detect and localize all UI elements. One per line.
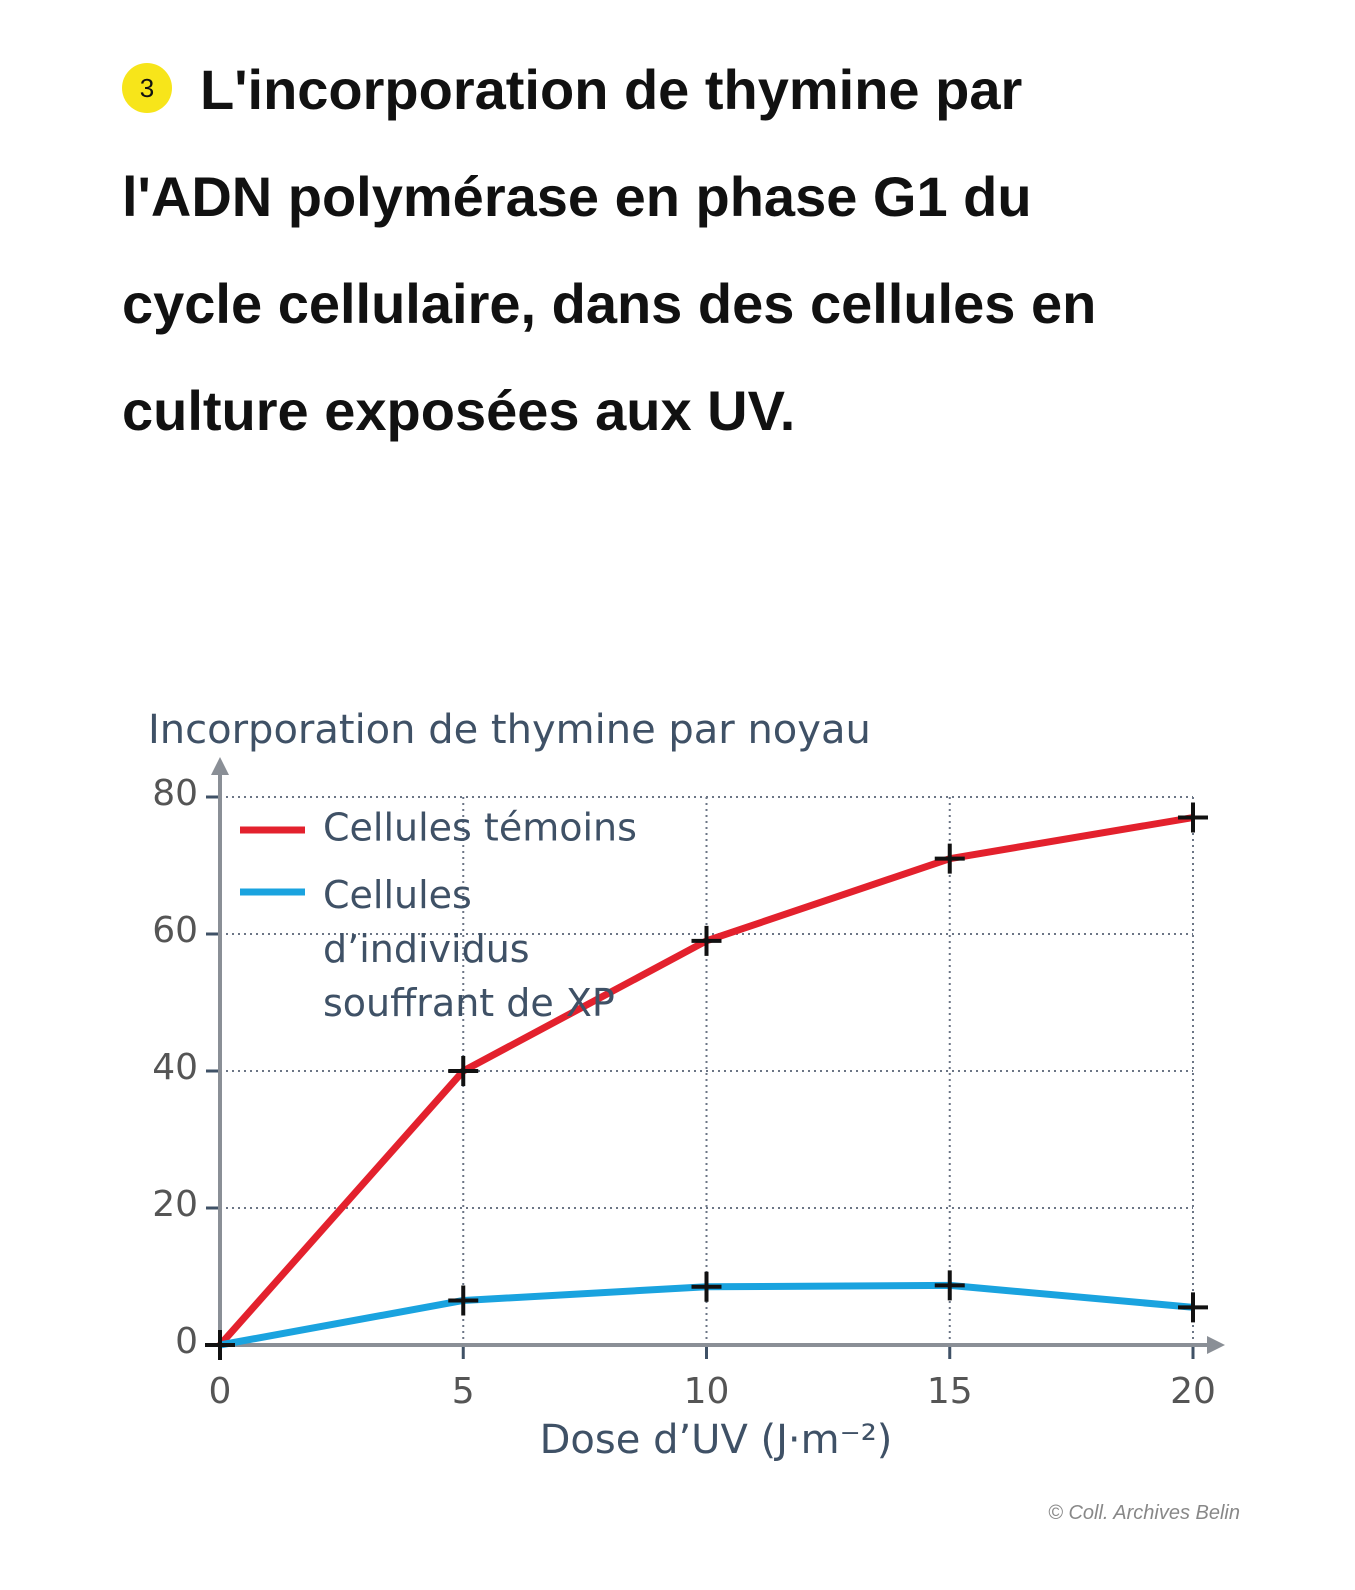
x-tick-label: 5 (452, 1371, 475, 1412)
heading-title: L'incorporation de thymine par l'ADN pol… (122, 58, 1097, 442)
y-tick-label: 80 (152, 773, 198, 814)
data-point (691, 925, 722, 956)
y-tick-label: 40 (152, 1047, 198, 1088)
credit: © Coll. Archives Belin (1048, 1502, 1240, 1524)
legend-label: Cellules d’individus souffrant de XP (323, 873, 615, 1025)
chart: Incorporation de thymine par noyau Dose … (148, 707, 1225, 1463)
data-point (691, 1271, 722, 1302)
x-tick-label: 15 (927, 1371, 973, 1412)
data-point (1178, 1292, 1208, 1323)
x-tick-label: 10 (684, 1371, 730, 1412)
y-axis-arrow (211, 757, 229, 775)
heading: 3 L'incorporation de thymine par l'ADN po… (122, 36, 1132, 464)
y-tick-label: 20 (152, 1184, 198, 1225)
x-axis-arrow (1207, 1336, 1225, 1354)
y-tick-label: 0 (175, 1321, 198, 1362)
figure-number: 3 (122, 63, 172, 113)
x-tick-label: 0 (209, 1371, 232, 1412)
data-point (934, 1270, 965, 1301)
data-point (448, 1285, 479, 1316)
data-point (205, 1330, 235, 1360)
y-tick-label: 60 (152, 910, 198, 951)
x-axis-title: Dose d’UV (J·m⁻²) (540, 1417, 893, 1463)
x-tick-label: 20 (1170, 1371, 1216, 1412)
data-point (934, 843, 965, 874)
y-axis-title: Incorporation de thymine par noyau (148, 707, 871, 753)
data-point (448, 1056, 479, 1086)
legend-label: Cellules témoins (323, 806, 637, 850)
data-point (1178, 802, 1208, 833)
